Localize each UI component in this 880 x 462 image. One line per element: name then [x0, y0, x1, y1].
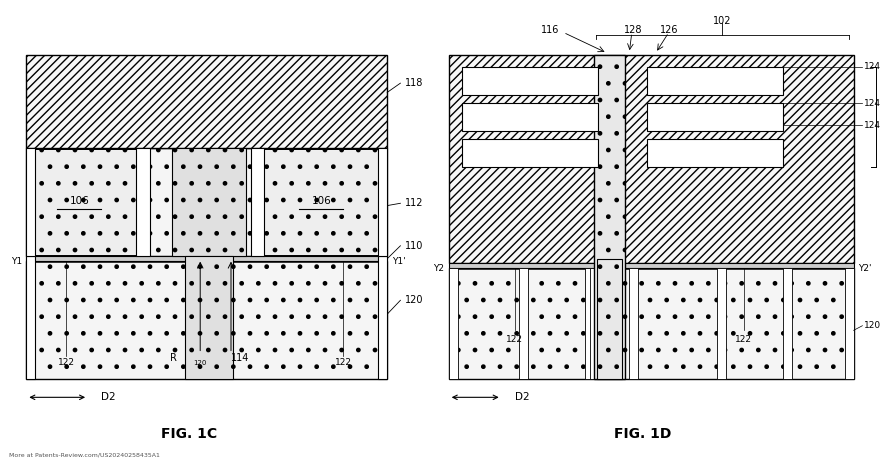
Text: 124: 124: [864, 98, 880, 108]
Text: 122: 122: [334, 358, 352, 367]
Text: 106: 106: [70, 196, 89, 206]
Bar: [251, 148, 264, 256]
Text: 116: 116: [541, 25, 559, 35]
Bar: [717, 268, 726, 379]
Text: Y1': Y1': [392, 257, 405, 267]
Text: 122: 122: [506, 335, 524, 344]
Text: FIG. 1D: FIG. 1D: [613, 427, 671, 441]
Text: D2: D2: [515, 392, 530, 402]
Bar: [378, 256, 387, 379]
Bar: [590, 268, 598, 379]
Text: 102: 102: [713, 16, 732, 26]
Text: 124: 124: [864, 121, 880, 130]
Text: Y2': Y2': [858, 264, 871, 274]
Bar: [449, 268, 458, 379]
Bar: [597, 259, 622, 379]
Bar: [783, 268, 792, 379]
Text: 112: 112: [405, 198, 423, 208]
Bar: [449, 263, 854, 268]
Bar: [519, 268, 528, 379]
Bar: [594, 55, 625, 379]
Text: D2: D2: [101, 392, 116, 402]
Text: 124: 124: [864, 62, 880, 72]
Text: 110: 110: [405, 241, 423, 251]
Text: 120: 120: [864, 321, 880, 330]
Bar: [647, 103, 783, 131]
Text: R: R: [171, 353, 177, 363]
Bar: [378, 148, 387, 256]
Text: 122: 122: [735, 335, 752, 344]
Bar: [26, 148, 387, 256]
Bar: [264, 149, 383, 255]
Text: 106: 106: [312, 196, 331, 206]
Bar: [449, 55, 854, 263]
Bar: [26, 55, 387, 148]
Bar: [585, 268, 594, 379]
Text: Y2: Y2: [433, 264, 444, 274]
Text: 114: 114: [231, 353, 249, 363]
Text: FIG. 1C: FIG. 1C: [161, 427, 217, 441]
Bar: [647, 139, 783, 167]
Bar: [31, 149, 136, 255]
Text: 120: 120: [405, 295, 423, 305]
Bar: [26, 148, 35, 256]
Bar: [136, 148, 150, 256]
Text: 128: 128: [624, 25, 643, 35]
Text: Y1: Y1: [11, 257, 22, 267]
Text: More at Patents-Review.com/US20240258435A1: More at Patents-Review.com/US20240258435…: [9, 453, 159, 457]
Bar: [629, 268, 638, 379]
Bar: [26, 256, 35, 379]
Bar: [26, 261, 387, 379]
Bar: [462, 103, 598, 131]
Text: 118: 118: [405, 78, 423, 88]
Bar: [172, 148, 246, 256]
Bar: [449, 268, 854, 379]
Text: 122: 122: [57, 358, 75, 367]
Bar: [26, 256, 387, 261]
Bar: [462, 67, 598, 95]
Bar: [845, 268, 854, 379]
Bar: [462, 139, 598, 167]
Text: 126: 126: [659, 25, 678, 35]
Bar: [647, 67, 783, 95]
Bar: [185, 256, 233, 379]
Text: 120: 120: [194, 360, 207, 365]
